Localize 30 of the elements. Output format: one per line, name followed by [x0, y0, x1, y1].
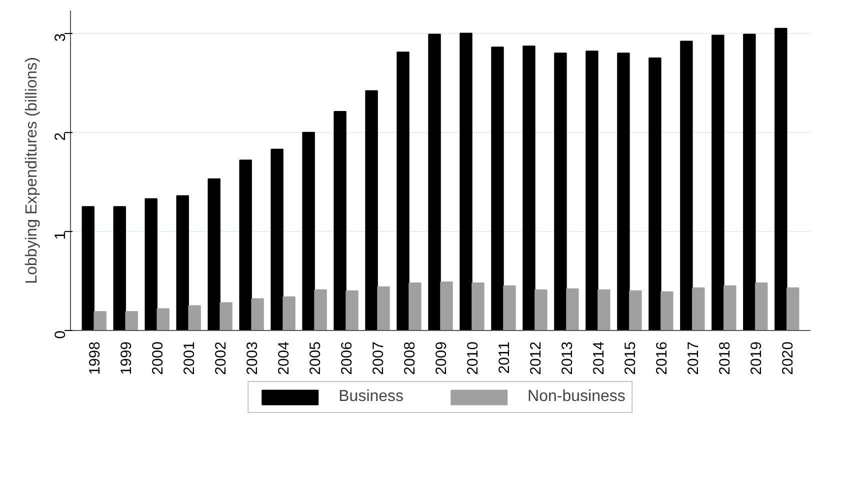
- x-tick-label: 2008: [402, 341, 419, 375]
- y-tick-label: 3: [52, 33, 69, 42]
- x-tick-label: 2005: [307, 341, 324, 375]
- x-tick-label: 1999: [118, 341, 136, 375]
- x-tick-label: 2009: [433, 341, 450, 375]
- x-tick-label: 2001: [181, 341, 198, 375]
- x-tick-label: 2014: [590, 341, 608, 375]
- x-tick-label: 2012: [527, 341, 544, 375]
- x-tick-label: 2015: [622, 341, 639, 375]
- x-tick-label: 2020: [779, 341, 796, 375]
- legend-label: Non-business: [528, 388, 626, 406]
- x-tick-label: 2011: [496, 341, 513, 374]
- x-tick-label: 1998: [86, 341, 104, 375]
- x-tick-label: 2018: [716, 341, 734, 375]
- x-tick-label: 2002: [212, 341, 230, 375]
- x-tick-label: 2010: [464, 341, 482, 375]
- x-tick-label: 2007: [370, 341, 388, 375]
- x-tick-label: 2017: [684, 341, 702, 375]
- y-axis-title: Lobbying Expenditures (billions): [24, 57, 40, 284]
- x-tick-label: 2003: [244, 341, 262, 375]
- x-tick-label: 2019: [748, 341, 765, 375]
- legend-label: Business: [338, 388, 404, 406]
- y-tick-label: 1: [52, 231, 69, 240]
- x-tick-label: 2016: [653, 341, 670, 375]
- y-tick-label: 2: [52, 132, 69, 141]
- y-tick-label: 0: [52, 330, 69, 339]
- x-tick-label: 2006: [338, 341, 356, 375]
- x-tick-label: 2004: [276, 341, 293, 375]
- x-tick-label: 2000: [150, 341, 167, 375]
- x-tick-label: 2013: [558, 341, 576, 375]
